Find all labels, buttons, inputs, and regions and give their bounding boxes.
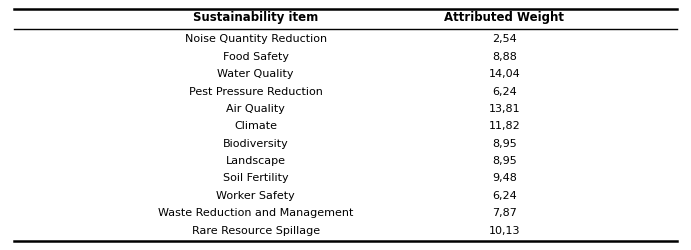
Text: Landscape: Landscape bbox=[226, 156, 285, 166]
Text: Worker Safety: Worker Safety bbox=[216, 191, 295, 201]
Text: 10,13: 10,13 bbox=[489, 226, 520, 235]
Text: 2,54: 2,54 bbox=[492, 34, 517, 44]
Text: Rare Resource Spillage: Rare Resource Spillage bbox=[191, 226, 320, 235]
Text: 11,82: 11,82 bbox=[489, 121, 520, 131]
Text: Sustainability item: Sustainability item bbox=[193, 12, 319, 24]
Text: Air Quality: Air Quality bbox=[226, 104, 285, 114]
Text: Food Safety: Food Safety bbox=[223, 52, 289, 62]
Text: 8,95: 8,95 bbox=[492, 139, 517, 149]
Text: 8,95: 8,95 bbox=[492, 156, 517, 166]
Text: 7,87: 7,87 bbox=[492, 208, 517, 218]
Text: Biodiversity: Biodiversity bbox=[223, 139, 289, 149]
Text: Climate: Climate bbox=[234, 121, 277, 131]
Text: Attributed Weight: Attributed Weight bbox=[444, 12, 565, 24]
Text: 6,24: 6,24 bbox=[492, 86, 517, 97]
Text: Soil Fertility: Soil Fertility bbox=[223, 174, 288, 184]
Text: 8,88: 8,88 bbox=[492, 52, 517, 62]
Text: 9,48: 9,48 bbox=[492, 174, 517, 184]
Text: Pest Pressure Reduction: Pest Pressure Reduction bbox=[189, 86, 323, 97]
Text: Waste Reduction and Management: Waste Reduction and Management bbox=[158, 208, 353, 218]
Text: Water Quality: Water Quality bbox=[218, 69, 294, 79]
Text: 6,24: 6,24 bbox=[492, 191, 517, 201]
Text: 13,81: 13,81 bbox=[489, 104, 520, 114]
Text: 14,04: 14,04 bbox=[489, 69, 520, 79]
Text: Noise Quantity Reduction: Noise Quantity Reduction bbox=[184, 34, 327, 44]
